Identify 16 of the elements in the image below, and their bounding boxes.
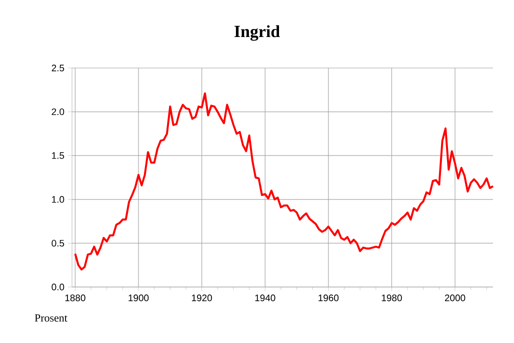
y-tick-label: 1.5 [52,152,64,159]
line-series [74,92,494,270]
y-axis-title: Prosent [34,314,68,322]
x-tick-label: 1940 [255,294,276,302]
x-tick-label: 2000 [444,294,466,302]
x-tick-label: 1960 [318,294,339,302]
y-tick-label: 2.0 [52,108,64,116]
y-tick-label: 2.5 [52,64,64,72]
chart-title: Ingrid [234,25,280,41]
x-tick-label: 1880 [65,294,86,302]
y-tick-label: 1.0 [52,196,64,203]
x-tick-label: 1980 [382,294,402,302]
x-tick-label: 1900 [128,294,149,302]
x-tick-label: 1920 [192,294,212,302]
y-tick-label: 0.0 [52,284,64,290]
y-tick-label: 0.5 [52,240,64,247]
